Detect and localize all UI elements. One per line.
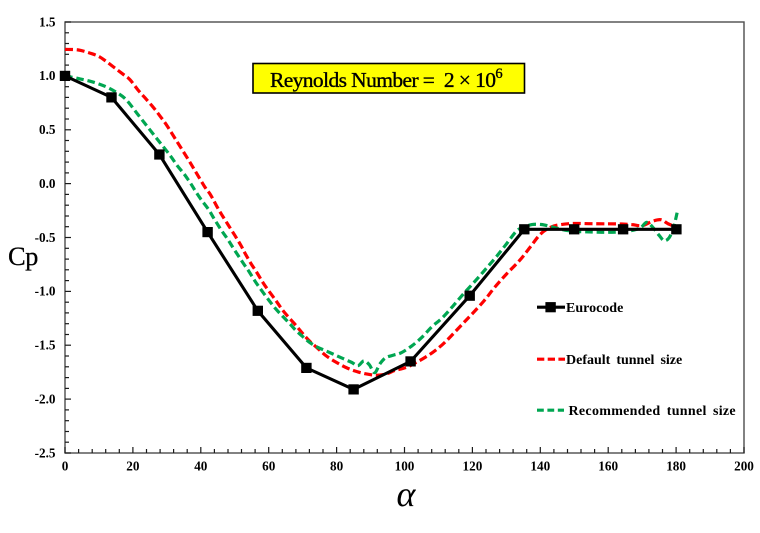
svg-text:Default tunnel size: Default tunnel size: [566, 353, 682, 368]
svg-text:20: 20: [126, 459, 140, 474]
svg-text:0.5: 0.5: [39, 122, 56, 137]
svg-text:60: 60: [262, 459, 276, 474]
svg-text:-1.5: -1.5: [35, 338, 56, 353]
svg-text:1.5: 1.5: [39, 14, 56, 29]
svg-text:α: α: [397, 474, 417, 514]
svg-text:200: 200: [734, 459, 754, 474]
svg-text:160: 160: [598, 459, 618, 474]
svg-text:0: 0: [62, 459, 69, 474]
svg-text:180: 180: [666, 459, 686, 474]
svg-text:Recommended tunnel size: Recommended tunnel size: [569, 404, 736, 419]
svg-text:1.0: 1.0: [39, 68, 56, 83]
svg-text:-2.5: -2.5: [35, 445, 56, 460]
svg-text:Cp: Cp: [8, 241, 38, 271]
svg-text:-0.5: -0.5: [35, 230, 56, 245]
svg-text:100: 100: [395, 459, 415, 474]
svg-text:120: 120: [463, 459, 483, 474]
svg-text:Reynolds Number = 2 × 106: Reynolds Number = 2 × 106: [270, 66, 502, 92]
svg-text:-2.0: -2.0: [35, 391, 56, 406]
svg-text:40: 40: [194, 459, 208, 474]
svg-text:Eurocode: Eurocode: [566, 301, 623, 316]
svg-text:0.0: 0.0: [39, 176, 56, 191]
svg-text:80: 80: [330, 459, 344, 474]
svg-text:140: 140: [530, 459, 550, 474]
svg-text:-1.0: -1.0: [35, 284, 56, 299]
